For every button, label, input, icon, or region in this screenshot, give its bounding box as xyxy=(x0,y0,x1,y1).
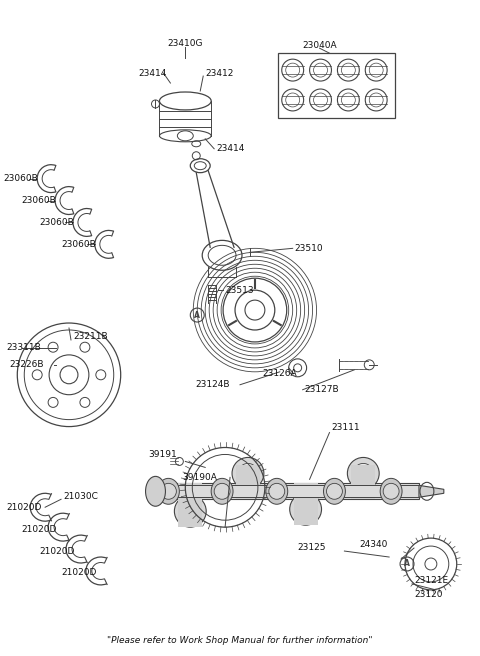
Text: 23510: 23510 xyxy=(295,244,324,253)
Ellipse shape xyxy=(290,493,322,525)
Text: 23414: 23414 xyxy=(216,144,244,154)
Ellipse shape xyxy=(353,463,373,483)
Ellipse shape xyxy=(232,457,264,489)
Bar xyxy=(294,483,318,525)
Ellipse shape xyxy=(145,476,166,506)
Ellipse shape xyxy=(324,478,346,504)
Ellipse shape xyxy=(348,457,379,489)
Text: 23060B: 23060B xyxy=(21,196,56,205)
Circle shape xyxy=(269,483,285,499)
Text: 39191: 39191 xyxy=(148,450,177,459)
Text: 23060B: 23060B xyxy=(61,240,96,249)
Ellipse shape xyxy=(238,463,258,483)
Text: 23125: 23125 xyxy=(298,543,326,552)
Circle shape xyxy=(160,483,176,499)
Ellipse shape xyxy=(266,478,288,504)
Circle shape xyxy=(383,483,399,499)
Text: 23127B: 23127B xyxy=(305,385,339,394)
Ellipse shape xyxy=(211,478,233,504)
Text: 39190A: 39190A xyxy=(182,473,217,482)
Text: 23414: 23414 xyxy=(139,69,167,77)
Circle shape xyxy=(326,483,342,499)
Text: 24340: 24340 xyxy=(360,540,388,548)
Text: A: A xyxy=(404,560,410,569)
Text: 23060B: 23060B xyxy=(39,218,74,227)
Text: A: A xyxy=(194,310,200,319)
Bar xyxy=(156,485,419,497)
Text: 21030C: 21030C xyxy=(63,492,98,501)
Ellipse shape xyxy=(380,478,402,504)
Ellipse shape xyxy=(296,499,315,519)
Text: 23226B: 23226B xyxy=(9,360,44,369)
Text: 23040A: 23040A xyxy=(302,41,337,50)
Bar xyxy=(351,465,375,499)
Bar xyxy=(278,53,395,118)
Text: 21020D: 21020D xyxy=(39,546,74,556)
Bar xyxy=(179,483,202,527)
Bar xyxy=(236,465,260,499)
Text: 23111: 23111 xyxy=(332,423,360,432)
Text: 21020D: 21020D xyxy=(21,525,57,533)
Text: 23124B: 23124B xyxy=(195,380,230,389)
Text: 23121E: 23121E xyxy=(414,577,448,585)
Bar xyxy=(156,483,419,499)
Text: 23060B: 23060B xyxy=(3,174,38,183)
Text: 23412: 23412 xyxy=(205,69,234,77)
Text: 23410G: 23410G xyxy=(168,39,203,48)
Text: 21020D: 21020D xyxy=(61,569,96,577)
Text: "Please refer to Work Shop Manual for further information": "Please refer to Work Shop Manual for fu… xyxy=(107,636,373,645)
Text: 23211B: 23211B xyxy=(73,333,108,342)
Ellipse shape xyxy=(180,501,200,521)
Text: 23513: 23513 xyxy=(225,285,254,295)
Ellipse shape xyxy=(157,478,180,504)
Text: 21020D: 21020D xyxy=(6,502,42,512)
Polygon shape xyxy=(419,485,444,497)
Text: 23126A: 23126A xyxy=(262,369,297,379)
Ellipse shape xyxy=(174,495,206,527)
Circle shape xyxy=(214,483,230,499)
Text: 23120: 23120 xyxy=(414,590,443,600)
Text: 23311B: 23311B xyxy=(6,343,41,352)
